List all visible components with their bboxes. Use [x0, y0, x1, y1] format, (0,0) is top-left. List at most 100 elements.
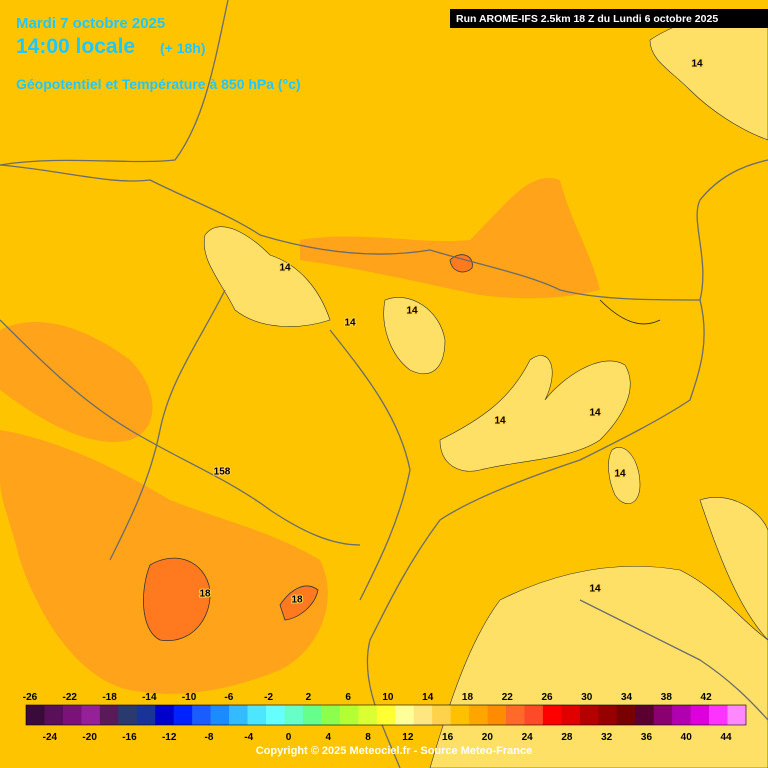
legend-tick-label: -16 — [122, 732, 137, 743]
legend-tick-label: -2 — [264, 692, 273, 703]
offset: (+ 18h) — [160, 40, 206, 56]
cool-area — [439, 355, 631, 472]
border — [329, 329, 411, 601]
legend-swatch — [99, 705, 119, 725]
legend-tick-label: 28 — [561, 732, 573, 743]
run: Run AROME-IFS 2.5km 18 Z du Lundi 6 octo… — [456, 13, 718, 25]
legend-tick-label: -18 — [102, 692, 117, 703]
contour-label: 14 — [589, 584, 601, 595]
field: Géopotentiel et Température à 850 hPa (°… — [16, 76, 301, 92]
legend-swatch — [339, 705, 359, 725]
contour-label: 158 — [214, 467, 231, 478]
legend-swatch — [321, 705, 341, 725]
cool-area — [383, 297, 446, 375]
legend-tick-label: 38 — [661, 692, 673, 703]
legend-swatch — [229, 705, 248, 725]
legend-tick-label: -4 — [244, 732, 253, 743]
cool-area — [608, 447, 641, 504]
legend-tick-label: 18 — [462, 692, 474, 703]
warm-area — [0, 321, 153, 442]
legend-swatch — [432, 705, 451, 725]
legend-swatch — [672, 705, 691, 725]
legend-tick-label: 34 — [621, 692, 633, 703]
legend-swatch — [26, 705, 45, 725]
legend-tick-label: 40 — [681, 732, 693, 743]
legend-swatch — [579, 705, 599, 725]
legend-swatch — [192, 705, 211, 725]
border — [0, 319, 361, 546]
border — [579, 599, 768, 721]
legend-tick-label: 30 — [581, 692, 593, 703]
legend-swatch — [506, 705, 525, 725]
legend-tick-label: 12 — [402, 732, 414, 743]
legend-swatch — [358, 705, 378, 725]
contour-line — [599, 299, 661, 325]
time: 14:00 locale — [16, 35, 135, 58]
legend-swatch — [616, 705, 636, 725]
contour-label: 14 — [406, 306, 418, 317]
contour-label: 14 — [614, 469, 626, 480]
copyright: Copyright © 2025 Meteociel.fr - Source M… — [256, 745, 532, 757]
legend-tick-label: -20 — [82, 732, 97, 743]
legend-tick-label: -8 — [205, 732, 214, 743]
legend-swatch — [450, 705, 470, 725]
hot-area — [279, 585, 319, 621]
legend-swatch — [469, 705, 488, 725]
legend-swatch — [653, 705, 673, 725]
border — [366, 299, 705, 768]
contour-labels: 14 14 14 14 14 14 14 14 158 18 18 — [198, 58, 704, 607]
legend-tick-label: 22 — [502, 692, 514, 703]
legend-swatch — [302, 705, 322, 725]
legend-tick-label: 42 — [701, 692, 713, 703]
legend-swatch — [635, 705, 654, 725]
legend-tick-label: -10 — [182, 692, 197, 703]
contour-label: 14 — [279, 263, 291, 274]
legend-tick-label: 6 — [345, 692, 351, 703]
legend-swatch — [247, 705, 267, 725]
border — [0, 159, 768, 301]
legend-swatch — [173, 705, 193, 725]
legend-tick-label: -22 — [63, 692, 78, 703]
legend-tick-label: -14 — [142, 692, 157, 703]
legend-swatch — [524, 705, 544, 725]
legend-swatch — [709, 705, 728, 725]
legend-swatch — [542, 705, 562, 725]
contour-label: 14 — [494, 416, 506, 427]
contour-label: 14 — [691, 59, 703, 70]
warm-area — [300, 178, 600, 299]
contour-label: 14 — [589, 408, 601, 419]
legend-swatch — [210, 705, 230, 725]
legend-swatch — [155, 705, 174, 725]
legend-swatch — [598, 705, 618, 725]
legend-swatch — [81, 705, 101, 725]
legend-tick-label: -6 — [224, 692, 233, 703]
legend-swatch — [284, 705, 304, 725]
legend-swatch — [487, 705, 507, 725]
legend-swatch — [118, 705, 138, 725]
legend-tick-label: 14 — [422, 692, 434, 703]
contour-label: 14 — [344, 318, 356, 329]
legend-tick-label: -12 — [162, 732, 177, 743]
hot-area — [143, 557, 211, 642]
legend-swatch — [395, 705, 414, 725]
legend-tick-label: 36 — [641, 732, 653, 743]
legend: -26 -22 -18 -14 -10 -6 -2 2 6 10 14 18 22 26 30 34 38 42-… — [23, 692, 747, 743]
legend-swatch — [62, 705, 82, 725]
legend-swatch — [727, 705, 747, 725]
legend-swatch — [136, 705, 156, 725]
date: Mardi 7 octobre 2025 — [16, 15, 165, 32]
border — [0, 0, 229, 166]
contour-label: 18 — [291, 595, 303, 606]
legend-swatch — [413, 705, 433, 725]
run-box — [450, 9, 768, 28]
legend-tick-label: 26 — [541, 692, 553, 703]
contour-label: 18 — [199, 589, 211, 600]
legend-tick-label: 0 — [286, 732, 292, 743]
legend-tick-label: 16 — [442, 732, 454, 743]
legend-swatch — [266, 705, 285, 725]
legend-tick-label: 10 — [382, 692, 394, 703]
border — [109, 289, 226, 561]
legend-swatch — [376, 705, 396, 725]
